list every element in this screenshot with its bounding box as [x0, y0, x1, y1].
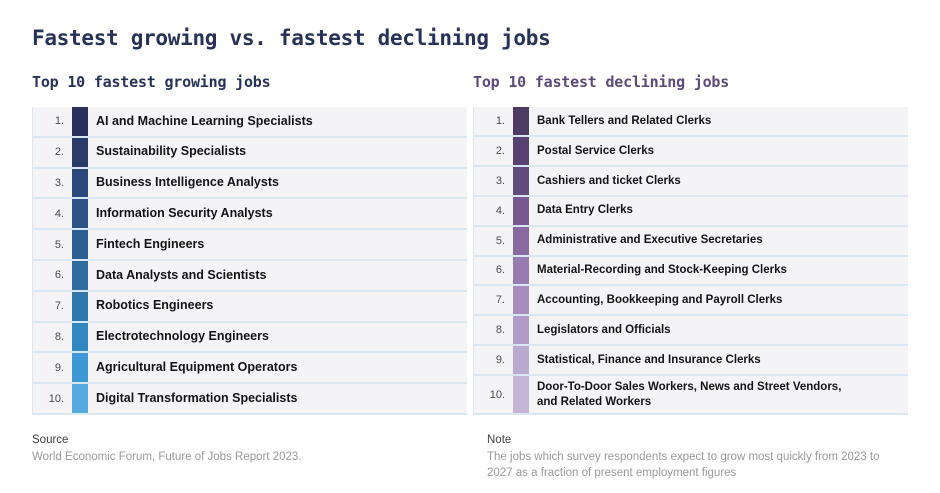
- rank-color-bar: [72, 168, 88, 198]
- page-title: Fastest growing vs. fastest declining jo…: [32, 26, 551, 50]
- list-item: 10. Door-To-Door Sales Workers, News and…: [474, 376, 908, 415]
- declining-section: Top 10 fastest declining jobs 1. Bank Te…: [473, 73, 908, 415]
- list-item: 5. Fintech Engineers: [33, 230, 467, 261]
- rank-label: 8.: [54, 330, 64, 343]
- job-title: Robotics Engineers: [96, 298, 214, 313]
- source-text: World Economic Forum, Future of Jobs Rep…: [32, 451, 302, 463]
- job-title: Digital Transformation Specialists: [96, 390, 298, 405]
- growing-section: Top 10 fastest growing jobs 1. AI and Ma…: [32, 73, 467, 415]
- list-item: 5. Administrative and Executive Secretar…: [474, 226, 908, 257]
- job-title: Accounting, Bookkeeping and Payroll Cler…: [537, 294, 783, 307]
- rank-color-bar: [72, 291, 88, 321]
- rank-label: 4.: [54, 207, 64, 220]
- source-block: Source World Economic Forum, Future of J…: [32, 434, 467, 481]
- list-item: 6. Material-Recording and Stock-Keeping …: [474, 256, 908, 287]
- job-title: Postal Service Clerks: [537, 144, 654, 157]
- infographic-page: Fastest growing vs. fastest declining jo…: [32, 26, 908, 481]
- job-title: Material-Recording and Stock-Keeping Cle…: [537, 264, 787, 277]
- rank-color-bar: [513, 346, 529, 375]
- rank-color-bar: [513, 196, 529, 225]
- declining-list: 1. Bank Tellers and Related Clerks 2. Po…: [473, 107, 908, 415]
- job-title: Data Entry Clerks: [537, 204, 633, 217]
- rank-label: 1.: [54, 115, 64, 128]
- list-item: 4. Information Security Analysts: [33, 199, 467, 231]
- rank-label: 9.: [495, 354, 505, 367]
- rank-color-bar: [72, 107, 88, 136]
- rank-label: 4.: [495, 204, 505, 217]
- job-title: Agricultural Equipment Operators: [96, 359, 298, 374]
- rank-color-bar: [72, 230, 88, 259]
- list-item: 8. Electrotechnology Engineers: [33, 322, 467, 354]
- rank-color-bar: [513, 256, 529, 285]
- job-title: Statistical, Finance and Insurance Clerk…: [537, 354, 761, 367]
- rank-color-bar: [513, 136, 529, 165]
- rank-color-bar: [513, 376, 529, 413]
- job-title: Business Intelligence Analysts: [96, 175, 279, 190]
- list-item: 3. Cashiers and ticket Clerks: [474, 166, 908, 197]
- list-item: 1. Bank Tellers and Related Clerks: [474, 107, 908, 137]
- rank-label: 1.: [495, 114, 505, 127]
- rank-label: 10.: [48, 392, 64, 405]
- rank-color-bar: [72, 199, 88, 229]
- job-title: Information Security Analysts: [96, 205, 273, 220]
- list-item: 7. Robotics Engineers: [33, 291, 467, 323]
- list-item: 3. Business Intelligence Analysts: [33, 168, 467, 200]
- job-title: Fintech Engineers: [96, 236, 205, 251]
- list-item: 1. AI and Machine Learning Specialists: [33, 107, 467, 138]
- rank-color-bar: [513, 286, 529, 315]
- list-item: 8. Legislators and Officials: [474, 316, 908, 347]
- rank-label: 3.: [495, 174, 505, 187]
- rank-label: 10.: [489, 388, 505, 401]
- source-label: Source: [32, 434, 69, 446]
- growing-list: 1. AI and Machine Learning Specialists 2…: [32, 107, 467, 415]
- rank-label: 8.: [495, 324, 505, 337]
- rank-label: 7.: [54, 300, 64, 313]
- rank-color-bar: [72, 384, 88, 413]
- rank-color-bar: [513, 226, 529, 255]
- job-title: Administrative and Executive Secretaries: [537, 234, 763, 247]
- job-title: Door-To-Door Sales Workers, News and Str…: [537, 381, 842, 408]
- list-item: 9. Agricultural Equipment Operators: [33, 353, 467, 385]
- job-title: AI and Machine Learning Specialists: [96, 113, 313, 128]
- declining-heading: Top 10 fastest declining jobs: [473, 73, 730, 91]
- rank-color-bar: [513, 107, 529, 135]
- rank-label: 6.: [54, 269, 64, 282]
- note-label: Note: [487, 434, 512, 446]
- list-item: 2. Sustainability Specialists: [33, 137, 467, 169]
- rank-color-bar: [513, 316, 529, 345]
- rank-label: 9.: [54, 361, 64, 374]
- job-title: Legislators and Officials: [537, 324, 671, 337]
- rank-label: 5.: [54, 238, 64, 251]
- rank-label: 2.: [495, 144, 505, 157]
- list-item: 9. Statistical, Finance and Insurance Cl…: [474, 346, 908, 377]
- note-text: The jobs which survey respondents expect…: [487, 451, 880, 480]
- job-title: Electrotechnology Engineers: [96, 329, 269, 344]
- list-item: 6. Data Analysts and Scientists: [33, 260, 467, 292]
- job-title: Sustainability Specialists: [96, 144, 247, 159]
- rank-color-bar: [513, 166, 529, 195]
- lists-container: Top 10 fastest growing jobs 1. AI and Ma…: [32, 73, 908, 415]
- footer: Source World Economic Forum, Future of J…: [32, 434, 908, 481]
- list-item: 7. Accounting, Bookkeeping and Payroll C…: [474, 286, 908, 317]
- job-title: Data Analysts and Scientists: [96, 267, 267, 282]
- list-item: 10. Digital Transformation Specialists: [33, 384, 467, 415]
- list-item: 2. Postal Service Clerks: [474, 136, 908, 167]
- rank-label: 6.: [495, 264, 505, 277]
- job-title: Bank Tellers and Related Clerks: [537, 114, 712, 127]
- rank-label: 5.: [495, 234, 505, 247]
- rank-color-bar: [72, 137, 88, 167]
- rank-color-bar: [72, 260, 88, 290]
- note-block: Note The jobs which survey respondents e…: [473, 434, 908, 481]
- rank-label: 3.: [54, 176, 64, 189]
- growing-heading: Top 10 fastest growing jobs: [32, 73, 271, 91]
- rank-label: 7.: [495, 294, 505, 307]
- rank-label: 2.: [54, 146, 64, 159]
- list-item: 4. Data Entry Clerks: [474, 196, 908, 227]
- rank-color-bar: [72, 322, 88, 352]
- job-title: Cashiers and ticket Clerks: [537, 174, 681, 187]
- rank-color-bar: [72, 353, 88, 383]
